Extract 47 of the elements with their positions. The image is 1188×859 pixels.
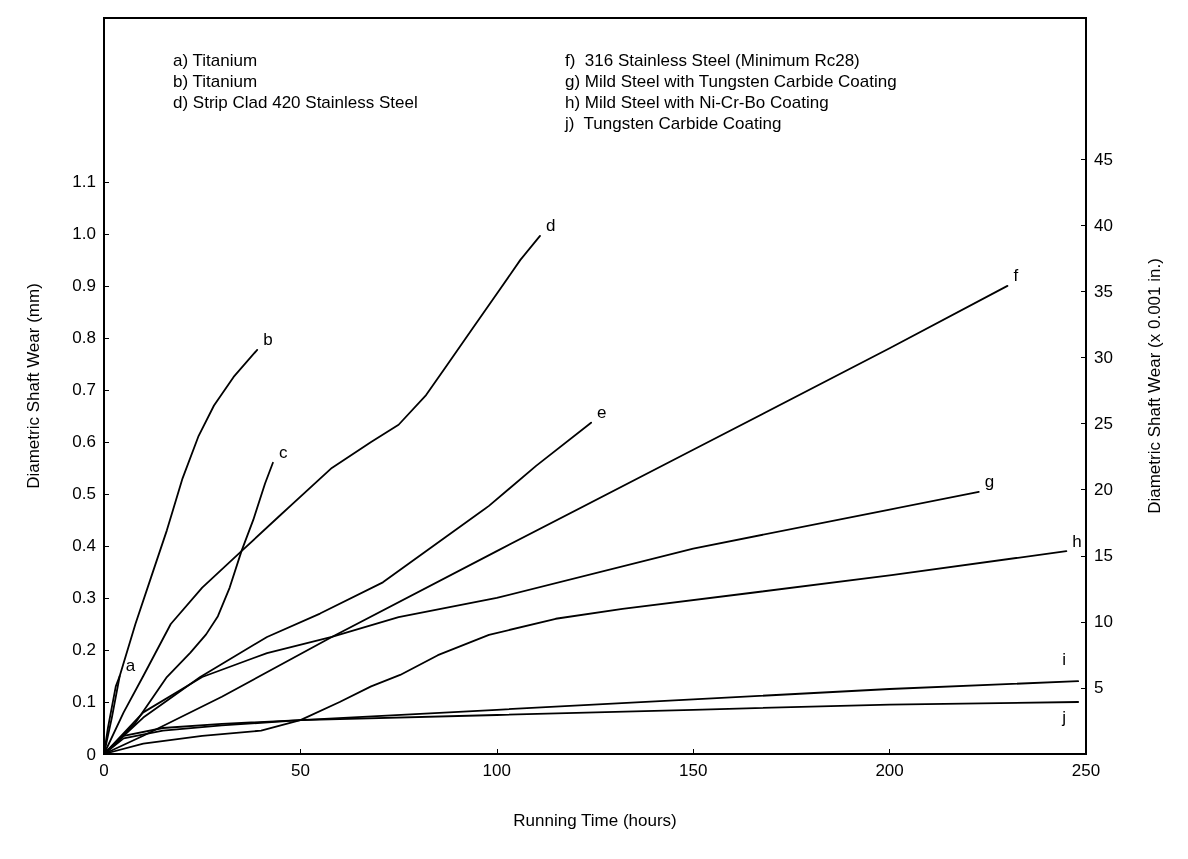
series-label: a <box>125 656 136 676</box>
annotation: a) Titanium <box>173 51 258 70</box>
y-tick-label: 0.3 <box>72 588 96 608</box>
x-tick-label: 0 <box>99 761 109 780</box>
annotation: f) 316 Stainless Steel (Minimum Rc28) <box>565 51 860 70</box>
annotation: d) Strip Clad 420 Stainless Steel <box>173 93 418 112</box>
x-tick-label: 50 <box>290 761 310 780</box>
y2-tick-label: 45 <box>1094 149 1113 169</box>
y2-tick-label: 25 <box>1094 414 1113 434</box>
annotation: h) Mild Steel with Ni-Cr-Bo Coating <box>565 93 829 112</box>
y-tick-label: 0.1 <box>72 692 96 712</box>
x-axis-title: Running Time (hours) <box>513 811 677 830</box>
series-label: j <box>1061 708 1066 728</box>
y-tick-label: 0.8 <box>72 328 96 348</box>
series-label: c <box>278 443 288 463</box>
y-tick-label: 1.1 <box>72 172 96 192</box>
series-label: h <box>1072 531 1082 551</box>
y-tick-label: 0 <box>86 744 96 764</box>
x-tick-label: 250 <box>1071 761 1101 780</box>
series-label: d <box>546 216 556 236</box>
y-axis-title: Diametric Shaft Wear (mm) <box>24 283 43 489</box>
x-tick-label: 200 <box>875 761 904 780</box>
series-label: f <box>1013 266 1019 286</box>
y-tick-label: 0.9 <box>72 276 96 296</box>
y2-tick-label: 20 <box>1094 480 1113 500</box>
y-tick-label: 0.7 <box>72 380 96 400</box>
annotation: g) Mild Steel with Tungsten Carbide Coating <box>565 72 897 91</box>
series-label: g <box>984 472 995 492</box>
y2-axis-title: Diametric Shaft Wear (x 0.001 in.) <box>1145 258 1164 514</box>
y-tick-label: 0.5 <box>72 484 96 504</box>
series-label: e <box>597 403 607 423</box>
y2-tick-label: 40 <box>1094 215 1113 235</box>
y-tick-label: 0.2 <box>72 640 96 660</box>
y2-tick-label: 35 <box>1094 282 1113 302</box>
x-tick-label: 100 <box>482 761 511 780</box>
annotation: b) Titanium <box>173 72 258 91</box>
x-tick-label: 150 <box>679 761 708 780</box>
annotation: j) Tungsten Carbide Coating <box>564 114 782 133</box>
y2-tick-label: 10 <box>1094 612 1113 632</box>
y2-tick-label: 5 <box>1094 678 1104 698</box>
y-tick-label: 0.6 <box>72 432 96 452</box>
series-label: i <box>1062 649 1066 669</box>
y2-tick-label: 30 <box>1094 348 1113 368</box>
y-tick-label: 1.0 <box>72 224 96 244</box>
series-label: b <box>263 330 273 350</box>
y-tick-label: 0.4 <box>72 536 96 556</box>
y2-tick-label: 15 <box>1094 546 1113 566</box>
